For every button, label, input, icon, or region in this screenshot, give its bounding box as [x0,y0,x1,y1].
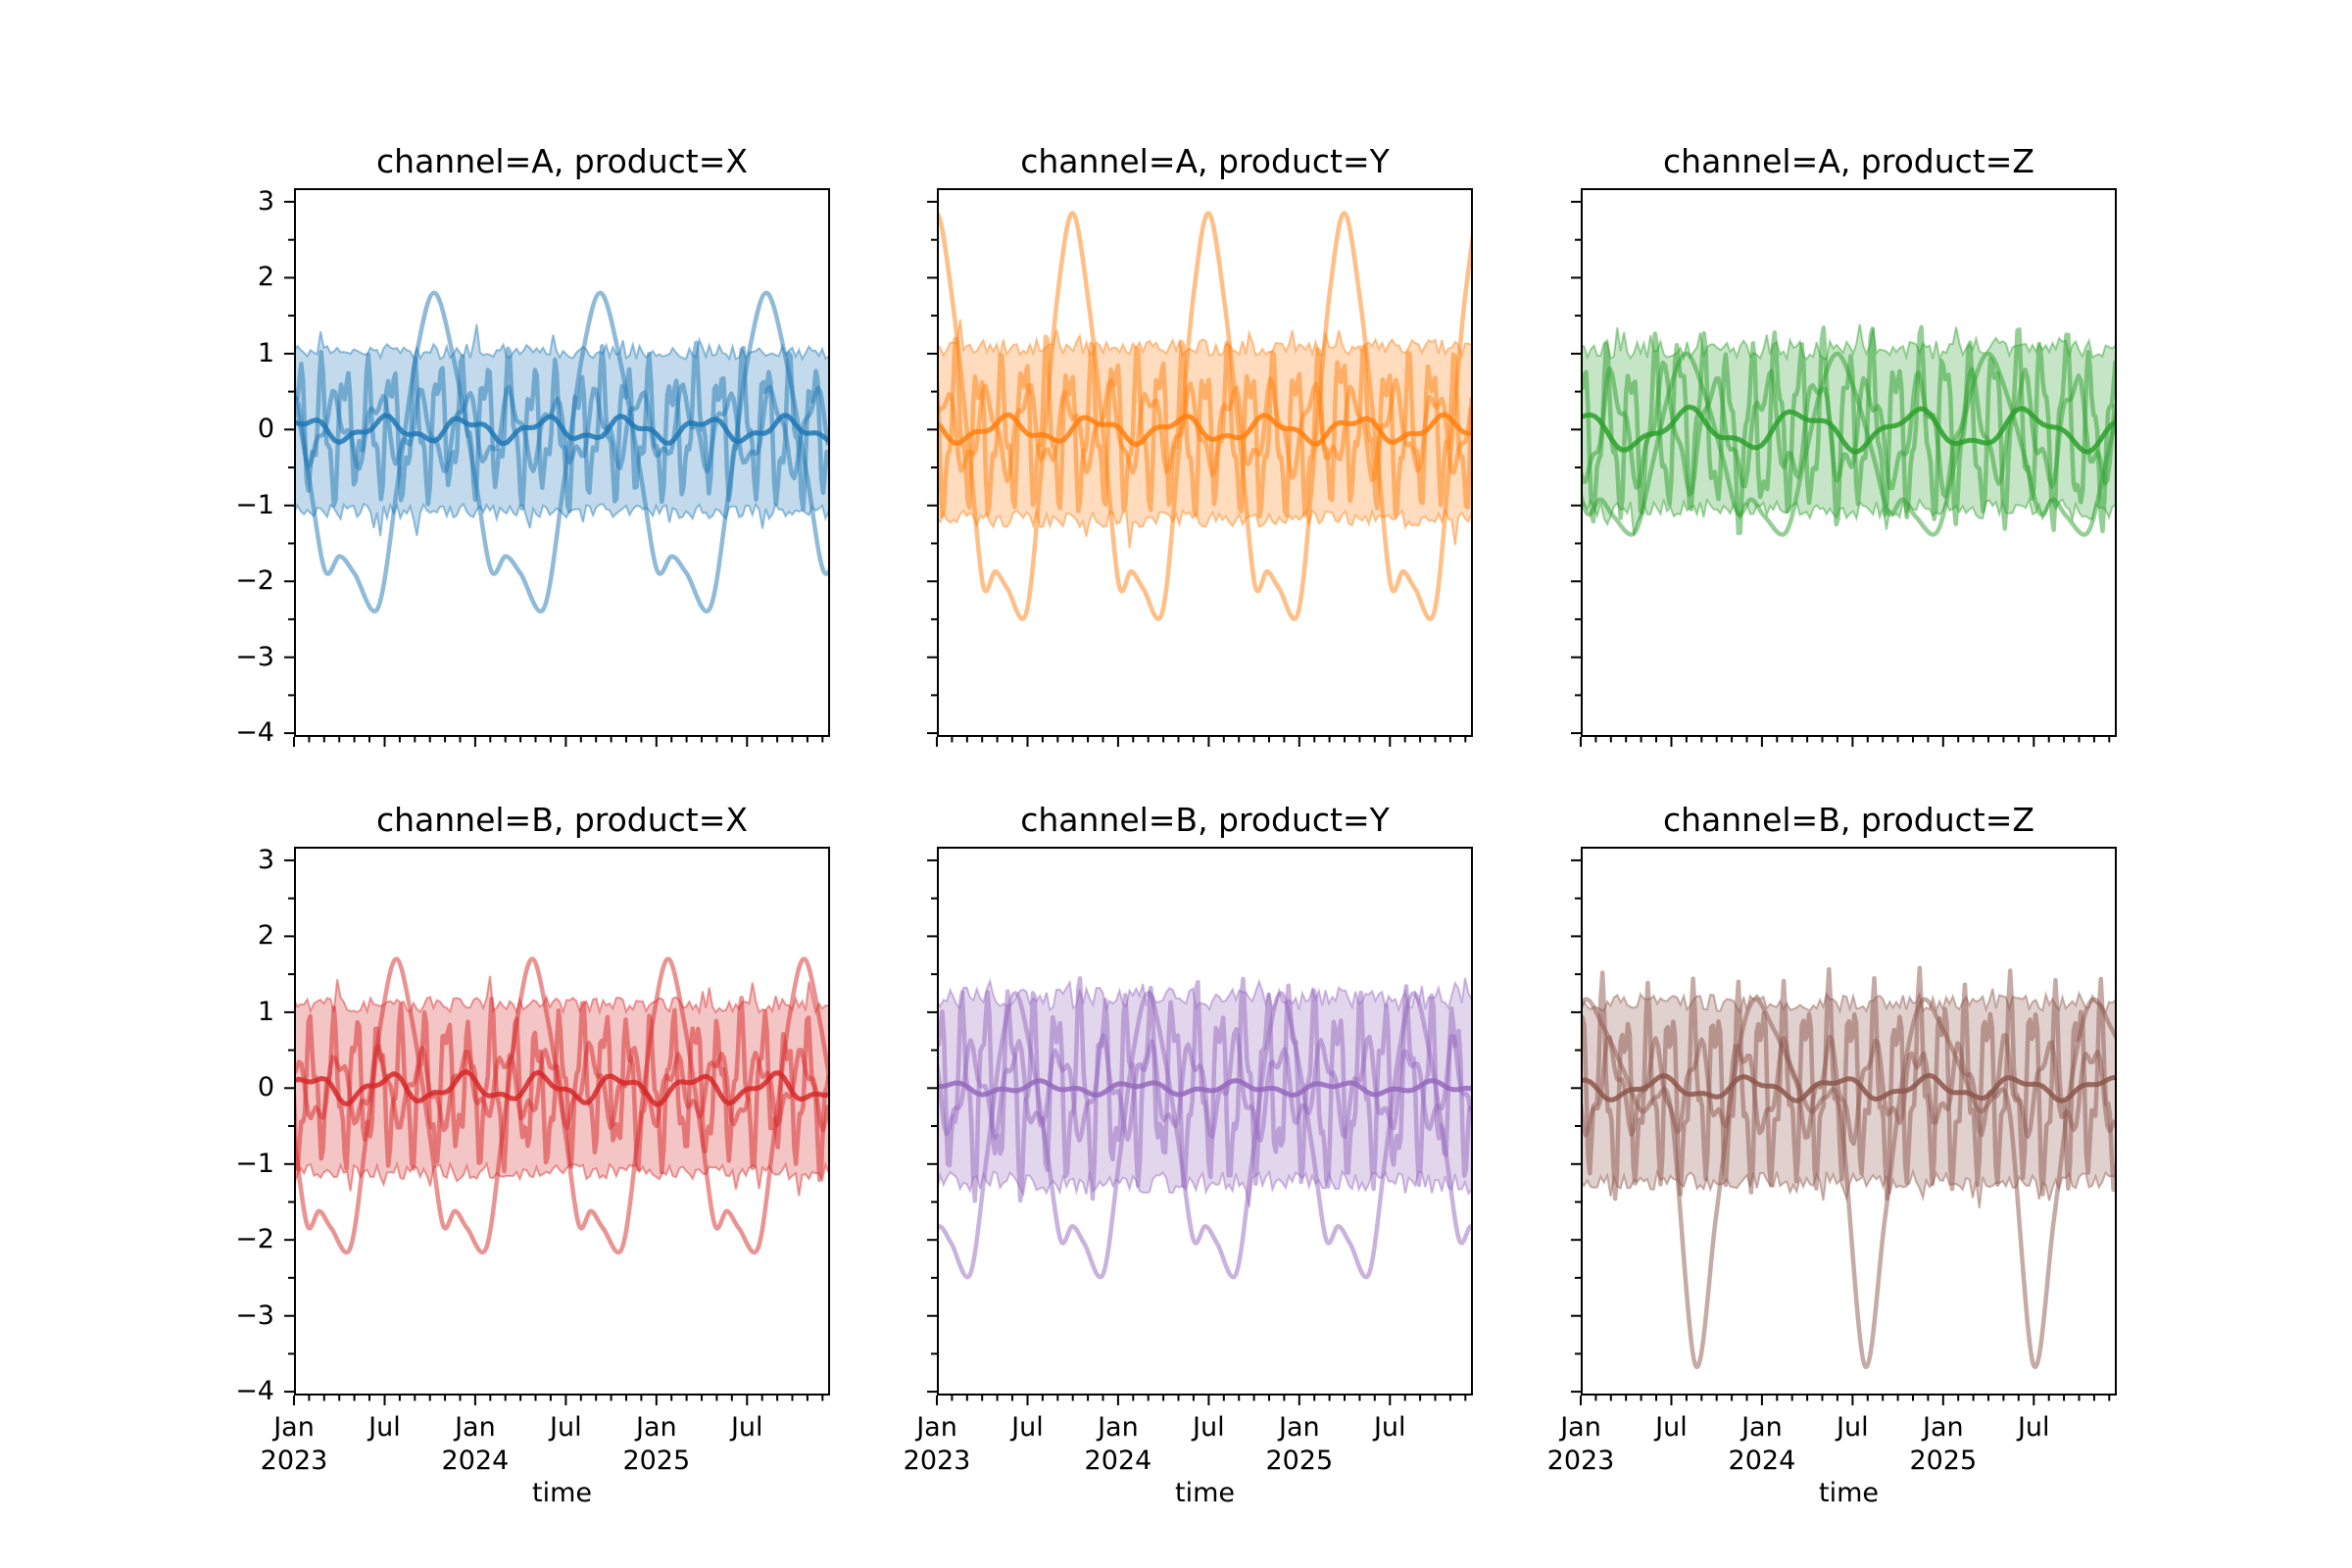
axis-ticks [927,858,1467,1405]
axis-ticks [1571,200,2111,747]
band-upper-edge [937,318,1473,360]
panel-plot-2 [927,188,1473,747]
axis-ticks [1571,858,2111,1405]
y-tick-label: 0 [257,1072,274,1103]
x-axis-label: time [1174,1478,1235,1508]
panel-title: channel=B, product=X [375,801,749,839]
y-tick-label: −3 [235,641,274,672]
y-tick-label: 1 [257,996,274,1027]
x-tick-label: Jul [1193,1412,1225,1443]
panel-title: channel=A, product=Y [1020,142,1390,180]
axis-ticks [284,200,824,747]
x-tick-label: Jul [1837,1412,1869,1443]
panel-plot-5 [927,847,1473,1405]
x-tick-year-label: 2023 [903,1446,971,1476]
x-tick-label: Jan [1560,1412,1601,1443]
axes-frame [1581,188,2117,737]
x-tick-label: Jul [2017,1412,2050,1443]
x-tick-label: Jul [1011,1412,1044,1443]
x-tick-label: Jul [730,1412,763,1443]
y-tick-label: 1 [257,337,274,368]
y-tick-label: −4 [235,717,274,749]
x-tick-label: Jul [1373,1412,1406,1443]
x-tick-year-label: 2024 [1084,1446,1152,1476]
series-fast [937,334,1473,519]
x-axis-label: time [1818,1478,1879,1508]
series-fast [1581,965,2117,1201]
series-mean [294,413,830,447]
x-tick-label: Jan [455,1412,496,1443]
y-tick-label: 3 [257,185,274,217]
x-tick-label: Jan [1278,1412,1320,1443]
band-lower-edge [294,1160,830,1197]
x-tick-label: Jul [368,1412,401,1443]
band-upper-edge [1581,988,2117,1015]
x-tick-year-label: 2025 [622,1446,691,1476]
panel-plot-1 [284,188,830,747]
panel-title: channel=A, product=X [376,142,748,180]
x-tick-year-label: 2023 [1546,1446,1615,1476]
panel-title: channel=A, product=Z [1663,142,2034,180]
y-tick-label: −1 [235,1148,274,1179]
axes-frame [1581,847,2117,1396]
y-tick-label: −2 [235,1224,274,1255]
series-seasonal [937,211,1473,621]
series-mean [1581,1072,2116,1103]
series-medium [937,375,1473,484]
x-tick-label: Jul [550,1412,582,1443]
series-mean [937,412,1472,448]
series-fast [1581,324,2117,536]
axes-frame [937,188,1473,737]
series-medium [937,1026,1473,1144]
axes-frame [294,847,830,1396]
y-tick-label: −2 [235,565,274,597]
panel-plot-4 [284,847,830,1405]
axes-frame [294,188,830,737]
panel-plot-3 [1571,188,2117,747]
x-tick-year-label: 2023 [260,1446,328,1476]
x-tick-label: Jan [1098,1412,1139,1443]
y-tick-label: −4 [235,1376,274,1407]
x-tick-year-label: 2025 [1909,1446,1978,1476]
x-tick-label: Jan [273,1412,315,1443]
x-tick-label: Jul [1655,1412,1688,1443]
series-mean [1581,404,2117,455]
series-medium [294,1040,830,1133]
axis-ticks [284,858,824,1405]
band-upper-edge [937,977,1473,1013]
panel-title: channel=B, product=Y [1020,801,1390,839]
x-tick-label: Jan [916,1412,957,1443]
panel-plot-6 [1571,847,2117,1405]
x-tick-year-label: 2024 [441,1446,510,1476]
y-tick-label: 3 [257,844,274,875]
series-mean [937,1078,1472,1098]
y-tick-label: −1 [235,489,274,520]
x-tick-label: Jan [1741,1412,1783,1443]
band-lower-edge [1581,496,2117,536]
y-tick-label: 2 [257,920,274,952]
axes-frame [937,847,1473,1396]
x-tick-year-label: 2025 [1265,1446,1334,1476]
y-tick-label: −3 [235,1299,274,1331]
series-medium [1581,360,2117,499]
series-seasonal [294,290,830,613]
x-tick-label: Jan [635,1412,677,1443]
axis-ticks [927,200,1467,747]
y-tick-label: 0 [257,414,274,445]
panel-title: channel=B, product=Z [1662,801,2035,839]
series-fast [294,340,829,514]
y-tick-label: 2 [257,262,274,293]
x-tick-year-label: 2024 [1728,1446,1796,1476]
band-upper-edge [1581,323,2117,363]
series-medium [1581,1032,2117,1147]
x-axis-label: time [531,1478,592,1508]
series-mean [294,1068,829,1107]
x-tick-label: Jan [1922,1412,1964,1443]
